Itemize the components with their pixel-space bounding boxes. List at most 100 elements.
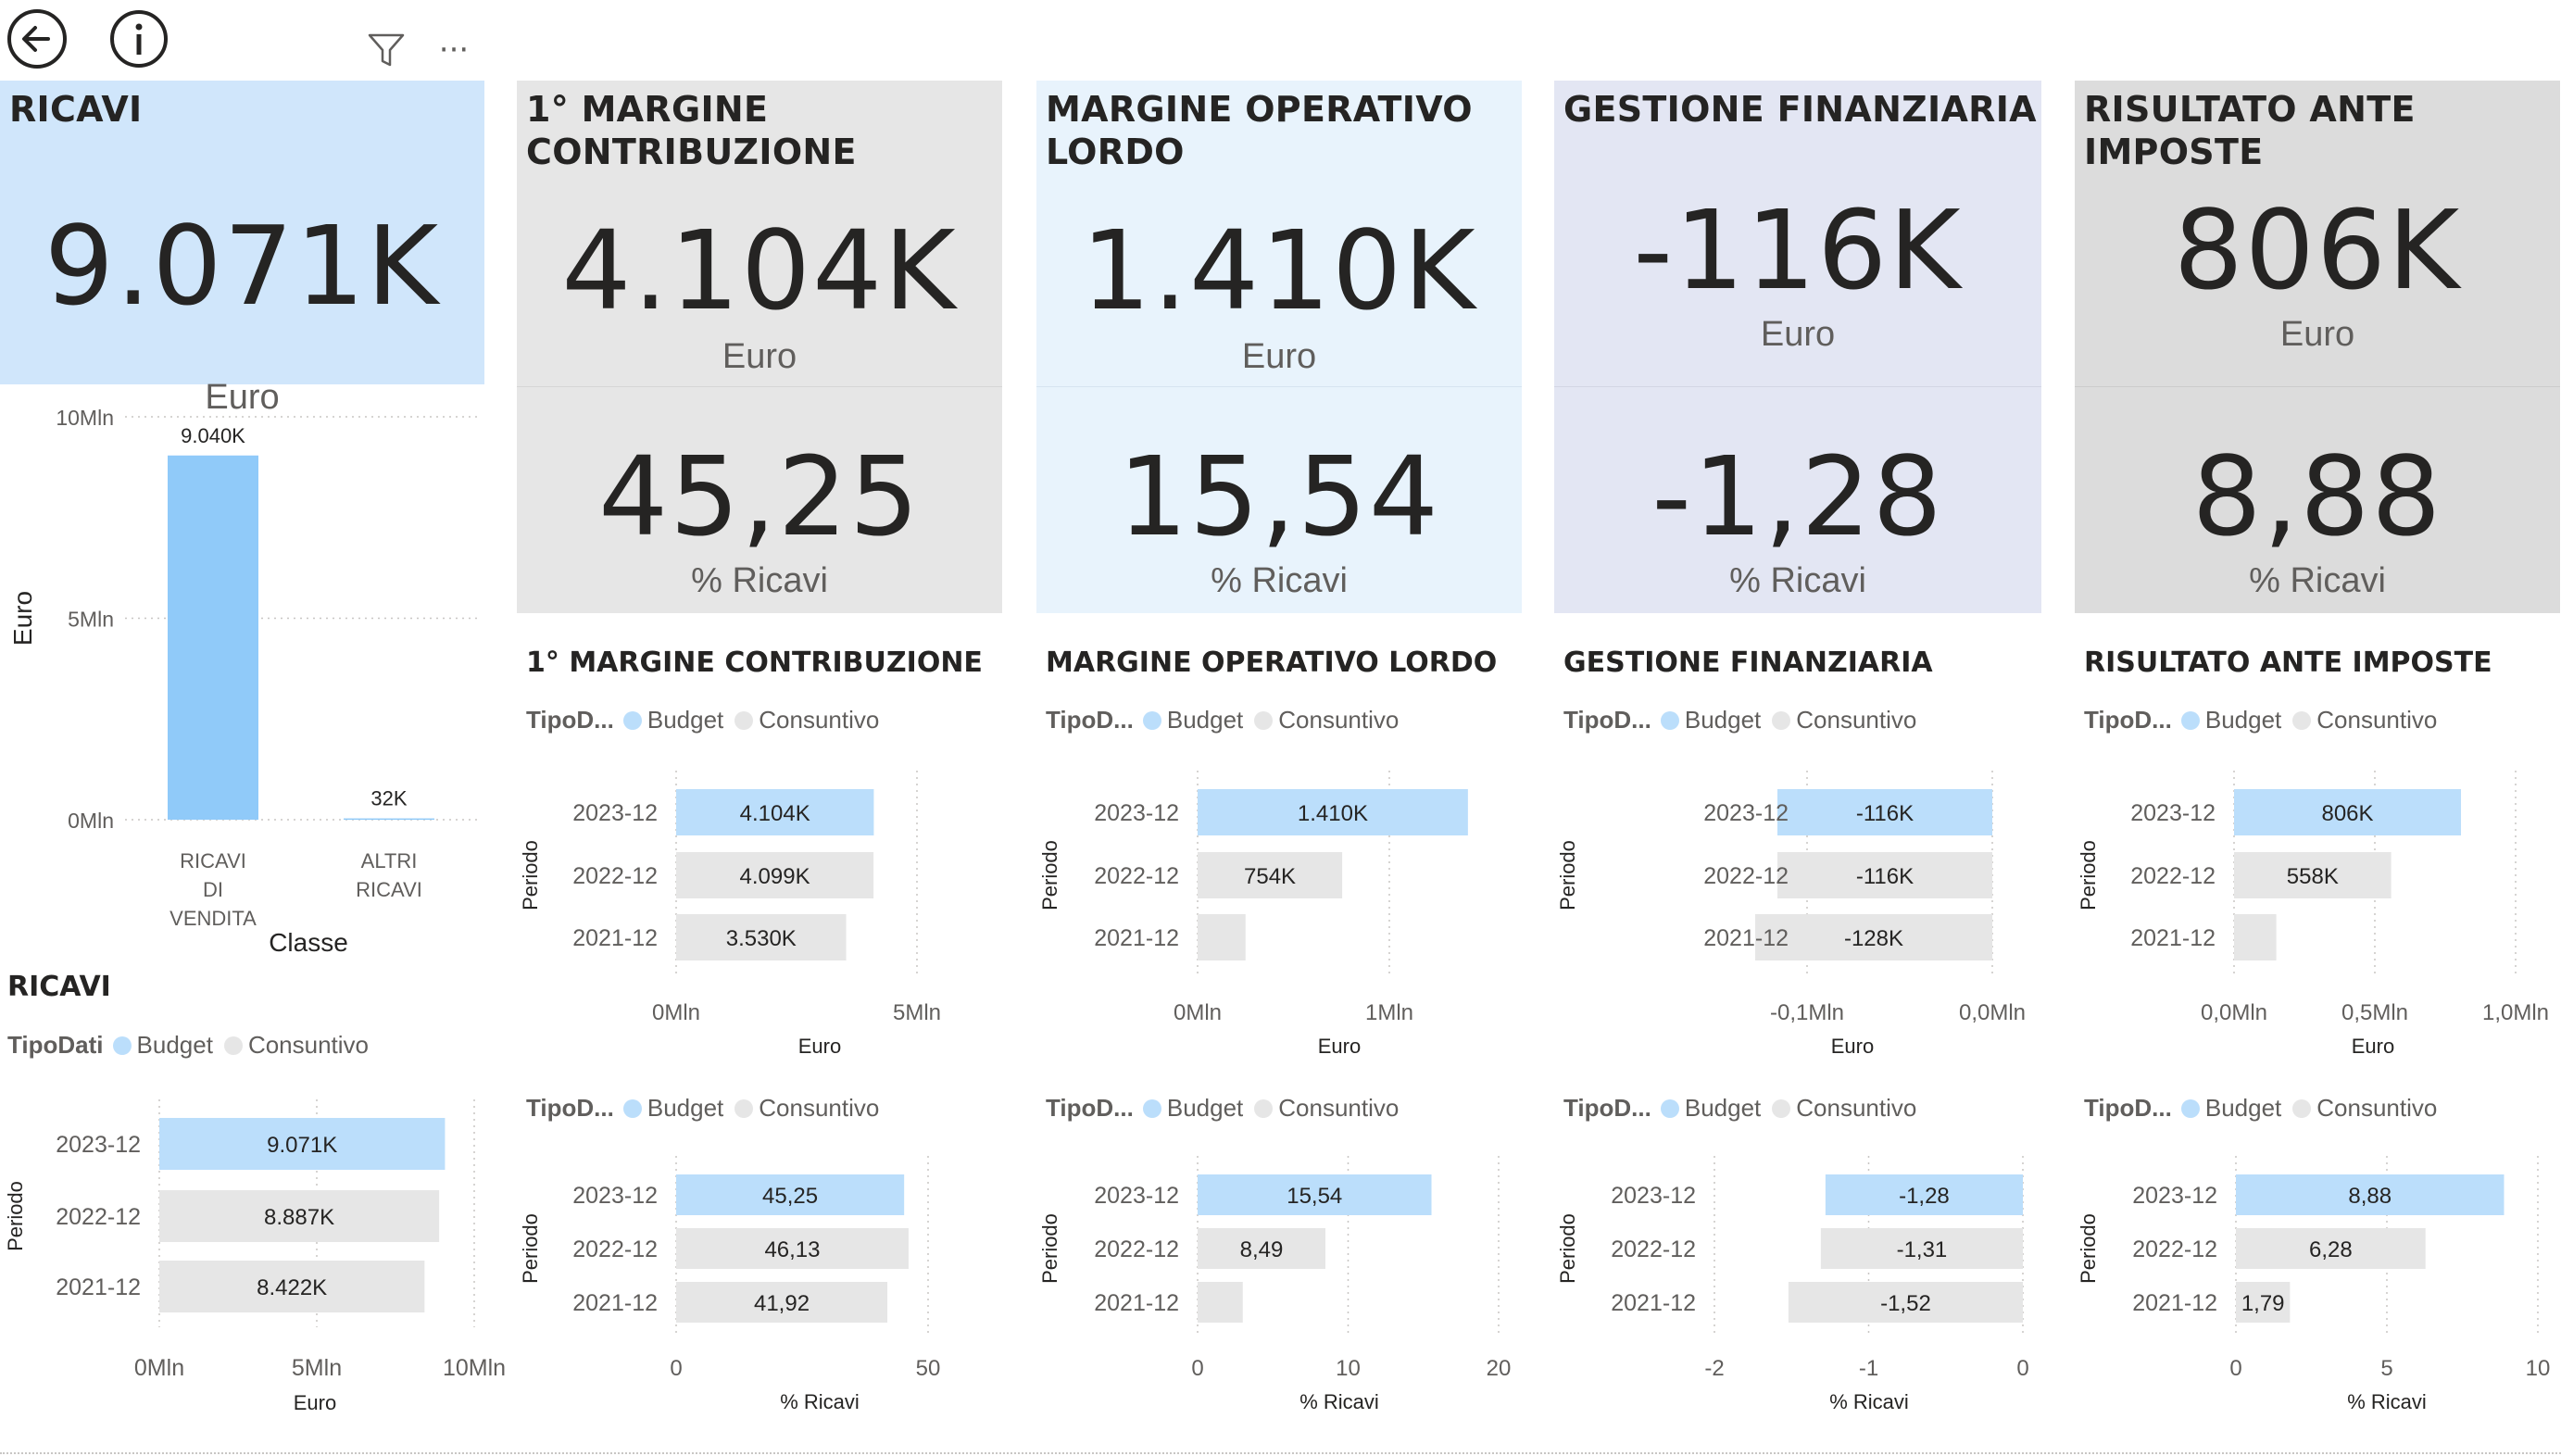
bar[interactable] xyxy=(159,1190,440,1242)
x-axis-title: Classe xyxy=(269,928,348,957)
kpi-unit: Euro xyxy=(205,378,280,417)
x-tick-label: 0Mln xyxy=(1174,1000,1222,1025)
legend-item-budget[interactable]: Budget xyxy=(1142,706,1243,734)
data-label: -1,28 xyxy=(1899,1184,1950,1209)
bar[interactable] xyxy=(1777,789,1992,835)
bar[interactable] xyxy=(676,852,874,898)
legend-title[interactable]: TipoD... xyxy=(1563,706,1651,734)
bar[interactable] xyxy=(1198,852,1343,898)
legend-item-consuntivo[interactable]: Consuntivo xyxy=(734,1094,879,1123)
bar[interactable] xyxy=(676,1282,888,1323)
y-axis-title: Periodo xyxy=(1556,1213,1579,1284)
bar[interactable] xyxy=(344,818,434,821)
section-title-margine-operativo-lordo: MARGINE OPERATIVO LORDO xyxy=(1046,646,1498,679)
kpi-unit: Euro xyxy=(1760,315,1836,354)
y-axis-title: Periodo xyxy=(1038,1213,1061,1284)
x-tick-label: 0 xyxy=(2016,1356,2028,1381)
legend-item-budget[interactable]: Budget xyxy=(2180,1094,2281,1123)
legend-title[interactable]: TipoD... xyxy=(2084,1094,2172,1122)
data-label: 4.104K xyxy=(740,801,810,826)
bar[interactable] xyxy=(676,1174,905,1215)
x-tick-label: RICAVI xyxy=(180,849,246,872)
bar[interactable] xyxy=(159,1261,425,1312)
bar[interactable] xyxy=(1825,1174,2023,1215)
legend: TipoDati Budget Consuntivo xyxy=(7,1031,380,1060)
legend-item-budget[interactable]: Budget xyxy=(2180,706,2281,734)
legend-item-consuntivo[interactable]: Consuntivo xyxy=(1772,1094,1916,1123)
x-tick-label: 20 xyxy=(1487,1356,1512,1381)
y-tick-label: 2021-12 xyxy=(2132,1290,2217,1316)
legend-item-budget[interactable]: Budget xyxy=(1142,1094,1243,1123)
bar[interactable] xyxy=(1198,1174,1432,1215)
card-divider xyxy=(2075,386,2560,387)
legend-item-budget[interactable]: Budget xyxy=(622,706,723,734)
legend-title[interactable]: TipoD... xyxy=(526,706,614,734)
legend-title[interactable]: TipoD... xyxy=(1046,1094,1134,1122)
risultato-euro-chart: 0,0Mln 0,5Mln 1,0Mln 2023-12 806K 2022-12 558K… xyxy=(2077,771,2549,1058)
legend-item-consuntivo[interactable]: Consuntivo xyxy=(1772,706,1916,734)
bar[interactable] xyxy=(159,1118,446,1170)
legend-title[interactable]: TipoD... xyxy=(1563,1094,1651,1122)
card-title: RICAVI xyxy=(9,89,143,130)
more-options-button[interactable]: ··· xyxy=(428,31,480,69)
bar[interactable] xyxy=(1788,1282,2023,1323)
data-label: 41,92 xyxy=(754,1291,810,1316)
legend-item-consuntivo[interactable]: Consuntivo xyxy=(2292,706,2437,734)
section-title-risultato-ante-imposte: RISULTATO ANTE IMPOSTE xyxy=(2084,646,2492,679)
bar[interactable] xyxy=(676,914,847,960)
section-title-gestione-finanziaria: GESTIONE FINANZIARIA xyxy=(1563,646,1933,679)
bar[interactable] xyxy=(1198,1228,1325,1269)
y-tick-label: 2022-12 xyxy=(572,863,658,889)
legend-item-consuntivo[interactable]: Consuntivo xyxy=(1254,1094,1399,1123)
kpi-value: 9.071K xyxy=(44,202,441,330)
legend-item-budget[interactable]: Budget xyxy=(112,1031,213,1060)
legend-item-consuntivo[interactable]: Consuntivo xyxy=(734,706,879,734)
x-tick-label: 10Mln xyxy=(443,1355,506,1381)
bar[interactable] xyxy=(1820,1228,2023,1269)
y-tick-label: 2021-12 xyxy=(2130,925,2216,951)
legend-title[interactable]: TipoD... xyxy=(2084,706,2172,734)
x-axis-title: Euro xyxy=(1318,1035,1361,1058)
legend-item-budget[interactable]: Budget xyxy=(1660,706,1761,734)
y-tick-label: 2023-12 xyxy=(572,1183,658,1209)
filter-button[interactable] xyxy=(364,28,408,72)
legend-item-consuntivo[interactable]: Consuntivo xyxy=(1254,706,1399,734)
bar[interactable] xyxy=(2236,1282,2291,1323)
bar[interactable] xyxy=(2234,914,2277,960)
y-tick-label: 2023-12 xyxy=(56,1132,141,1158)
legend-item-budget[interactable]: Budget xyxy=(1660,1094,1761,1123)
bar[interactable] xyxy=(2236,1174,2505,1215)
x-tick-label: VENDITA xyxy=(169,907,257,930)
bar[interactable] xyxy=(1198,789,1468,835)
legend-item-budget[interactable]: Budget xyxy=(622,1094,723,1123)
back-button[interactable] xyxy=(4,6,70,72)
legend: TipoD... Budget Consuntivo xyxy=(526,706,890,734)
bar[interactable] xyxy=(2234,852,2392,898)
more-options-icon: ··· xyxy=(438,31,470,69)
y-tick-label: 2023-12 xyxy=(1094,1183,1179,1209)
bar[interactable] xyxy=(1198,1282,1243,1323)
x-tick-label: 0 xyxy=(2229,1356,2241,1381)
bar[interactable] xyxy=(676,1228,909,1269)
y-axis-title: Periodo xyxy=(1556,840,1579,910)
bar[interactable] xyxy=(2236,1228,2426,1269)
legend-dot-icon xyxy=(622,1098,642,1118)
y-axis-title: Periodo xyxy=(519,840,542,910)
x-axis-title: % Ricavi xyxy=(1299,1390,1379,1413)
legend-item-consuntivo[interactable]: Consuntivo xyxy=(223,1031,369,1060)
bar[interactable] xyxy=(676,789,874,835)
bar[interactable] xyxy=(2234,789,2462,835)
bar[interactable] xyxy=(1198,914,1246,960)
x-axis-title: % Ricavi xyxy=(780,1390,860,1413)
legend-dot-icon xyxy=(1772,710,1791,730)
legend-title[interactable]: TipoD... xyxy=(1046,706,1134,734)
bar[interactable] xyxy=(168,455,258,820)
legend-item-consuntivo[interactable]: Consuntivo xyxy=(2292,1094,2437,1123)
y-tick-label: 2022-12 xyxy=(56,1204,141,1230)
card-divider xyxy=(517,386,1002,387)
legend-title[interactable]: TipoD... xyxy=(526,1094,614,1122)
bar[interactable] xyxy=(1755,914,1992,960)
bar[interactable] xyxy=(1777,852,1992,898)
info-button[interactable] xyxy=(106,6,172,72)
y-tick-label: 2023-12 xyxy=(1611,1183,1696,1209)
